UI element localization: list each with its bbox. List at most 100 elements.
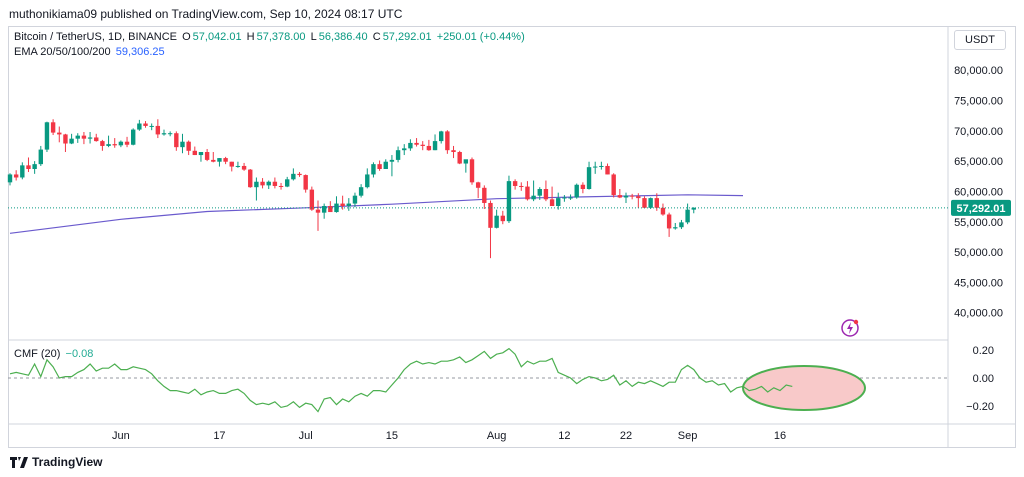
candle-body: [488, 202, 493, 228]
candle-body: [389, 159, 395, 162]
low-label: L: [310, 31, 317, 43]
candle-body: [254, 181, 259, 188]
open-value: 57,042.01: [192, 31, 242, 43]
candle-body: [315, 209, 321, 213]
time-tick-label: Jun: [112, 430, 130, 442]
candle-body: [57, 132, 62, 135]
candle-body: [87, 137, 93, 139]
candle-body: [81, 135, 87, 139]
candle-body: [519, 185, 524, 187]
cmf-tick-label: −0.20: [966, 401, 994, 413]
candle-body: [395, 150, 401, 160]
candle-body: [568, 197, 573, 199]
candle-body: [562, 197, 567, 199]
symbol-title[interactable]: Bitcoin / TetherUS, 1D, BINANCE: [14, 31, 178, 43]
ema-value: 59,306.25: [115, 46, 165, 58]
candle-body: [549, 199, 555, 206]
candle-body: [143, 123, 148, 126]
candle-body: [124, 141, 130, 145]
time-tick-label: 17: [213, 430, 225, 442]
candle-body: [291, 173, 296, 180]
candle-body: [285, 179, 290, 187]
time-tick-label: 12: [558, 430, 570, 442]
candle-body: [328, 205, 333, 213]
time-tick-label: Jul: [299, 430, 313, 442]
candle-body: [414, 142, 419, 145]
cmf-label[interactable]: CMF (20): [14, 348, 61, 360]
candle-body: [340, 203, 345, 206]
alert-dot: [853, 319, 859, 325]
tradingview-brand[interactable]: TradingView: [10, 455, 102, 469]
candle-body: [408, 142, 413, 149]
candle-body: [235, 165, 241, 167]
candle-body: [611, 174, 616, 196]
candle-body: [63, 134, 68, 144]
candle-body: [371, 164, 376, 175]
candle-body: [174, 133, 179, 148]
currency-button[interactable]: USDT: [954, 30, 1006, 50]
candle-body: [26, 165, 31, 169]
candle-body: [636, 196, 641, 199]
candle-body: [161, 133, 167, 135]
candle-body: [654, 198, 659, 208]
cmf-legend: CMF (20) −0.08: [14, 348, 95, 360]
candle-body: [383, 161, 388, 169]
candle-body: [7, 174, 13, 183]
candle-body: [44, 122, 50, 150]
time-tick-label: 22: [620, 430, 632, 442]
candle-body: [673, 227, 678, 229]
candle-body: [334, 203, 339, 213]
price-tick-label: 50,000.00: [954, 247, 1003, 259]
candle-body: [352, 195, 358, 204]
candle-body: [50, 122, 56, 133]
candle-body: [13, 174, 19, 178]
candle-body: [204, 152, 210, 160]
candle-body: [309, 189, 315, 210]
candle-body: [543, 189, 549, 200]
candle-body: [586, 167, 592, 190]
cmf-value: −0.08: [65, 348, 94, 360]
candle-body: [574, 184, 579, 198]
close-label: C: [372, 31, 381, 43]
candle-body: [531, 195, 536, 200]
candle-body: [593, 166, 598, 168]
open-label: O: [182, 31, 191, 43]
candle-body: [439, 131, 444, 142]
candle-body: [500, 215, 505, 222]
price-tick-label: 55,000.00: [954, 217, 1003, 229]
last-price-label: 57,292.01: [957, 203, 1006, 215]
candle-body: [118, 141, 124, 146]
candle-body: [691, 207, 696, 210]
time-tick-label: 15: [386, 430, 398, 442]
candle-body: [525, 186, 530, 200]
time-tick-label: Sep: [678, 430, 698, 442]
candle-body: [180, 141, 185, 148]
cmf-line: [9, 347, 793, 413]
price-tick-label: 70,000.00: [954, 126, 1003, 138]
candle-body: [229, 161, 234, 167]
candle-body: [94, 137, 99, 142]
candle-body: [463, 159, 469, 164]
candle-body: [272, 181, 278, 186]
candle-body: [402, 148, 407, 151]
candle-body: [556, 198, 561, 206]
candle-body: [75, 135, 80, 139]
candle-body: [248, 169, 253, 188]
candle-body: [346, 203, 351, 206]
time-tick-label: 16: [774, 430, 786, 442]
price-legend: Bitcoin / TetherUS, 1D, BINANCE O 57,042.…: [14, 31, 527, 43]
candle-body: [469, 159, 475, 183]
candle-body: [475, 182, 481, 188]
publish-info: muthonikiama09 published on TradingView.…: [9, 7, 403, 21]
candle-body: [679, 222, 684, 228]
tradingview-logo-icon: [10, 456, 28, 468]
price-tick-label: 45,000.00: [954, 277, 1003, 289]
ema-label[interactable]: EMA 20/50/100/200: [14, 46, 111, 58]
candle-body: [432, 141, 438, 151]
candle-body: [506, 181, 512, 222]
highlight-ellipse: [742, 365, 866, 411]
candle-body: [303, 175, 308, 190]
candle-body: [482, 187, 487, 203]
candle-body: [297, 173, 302, 176]
